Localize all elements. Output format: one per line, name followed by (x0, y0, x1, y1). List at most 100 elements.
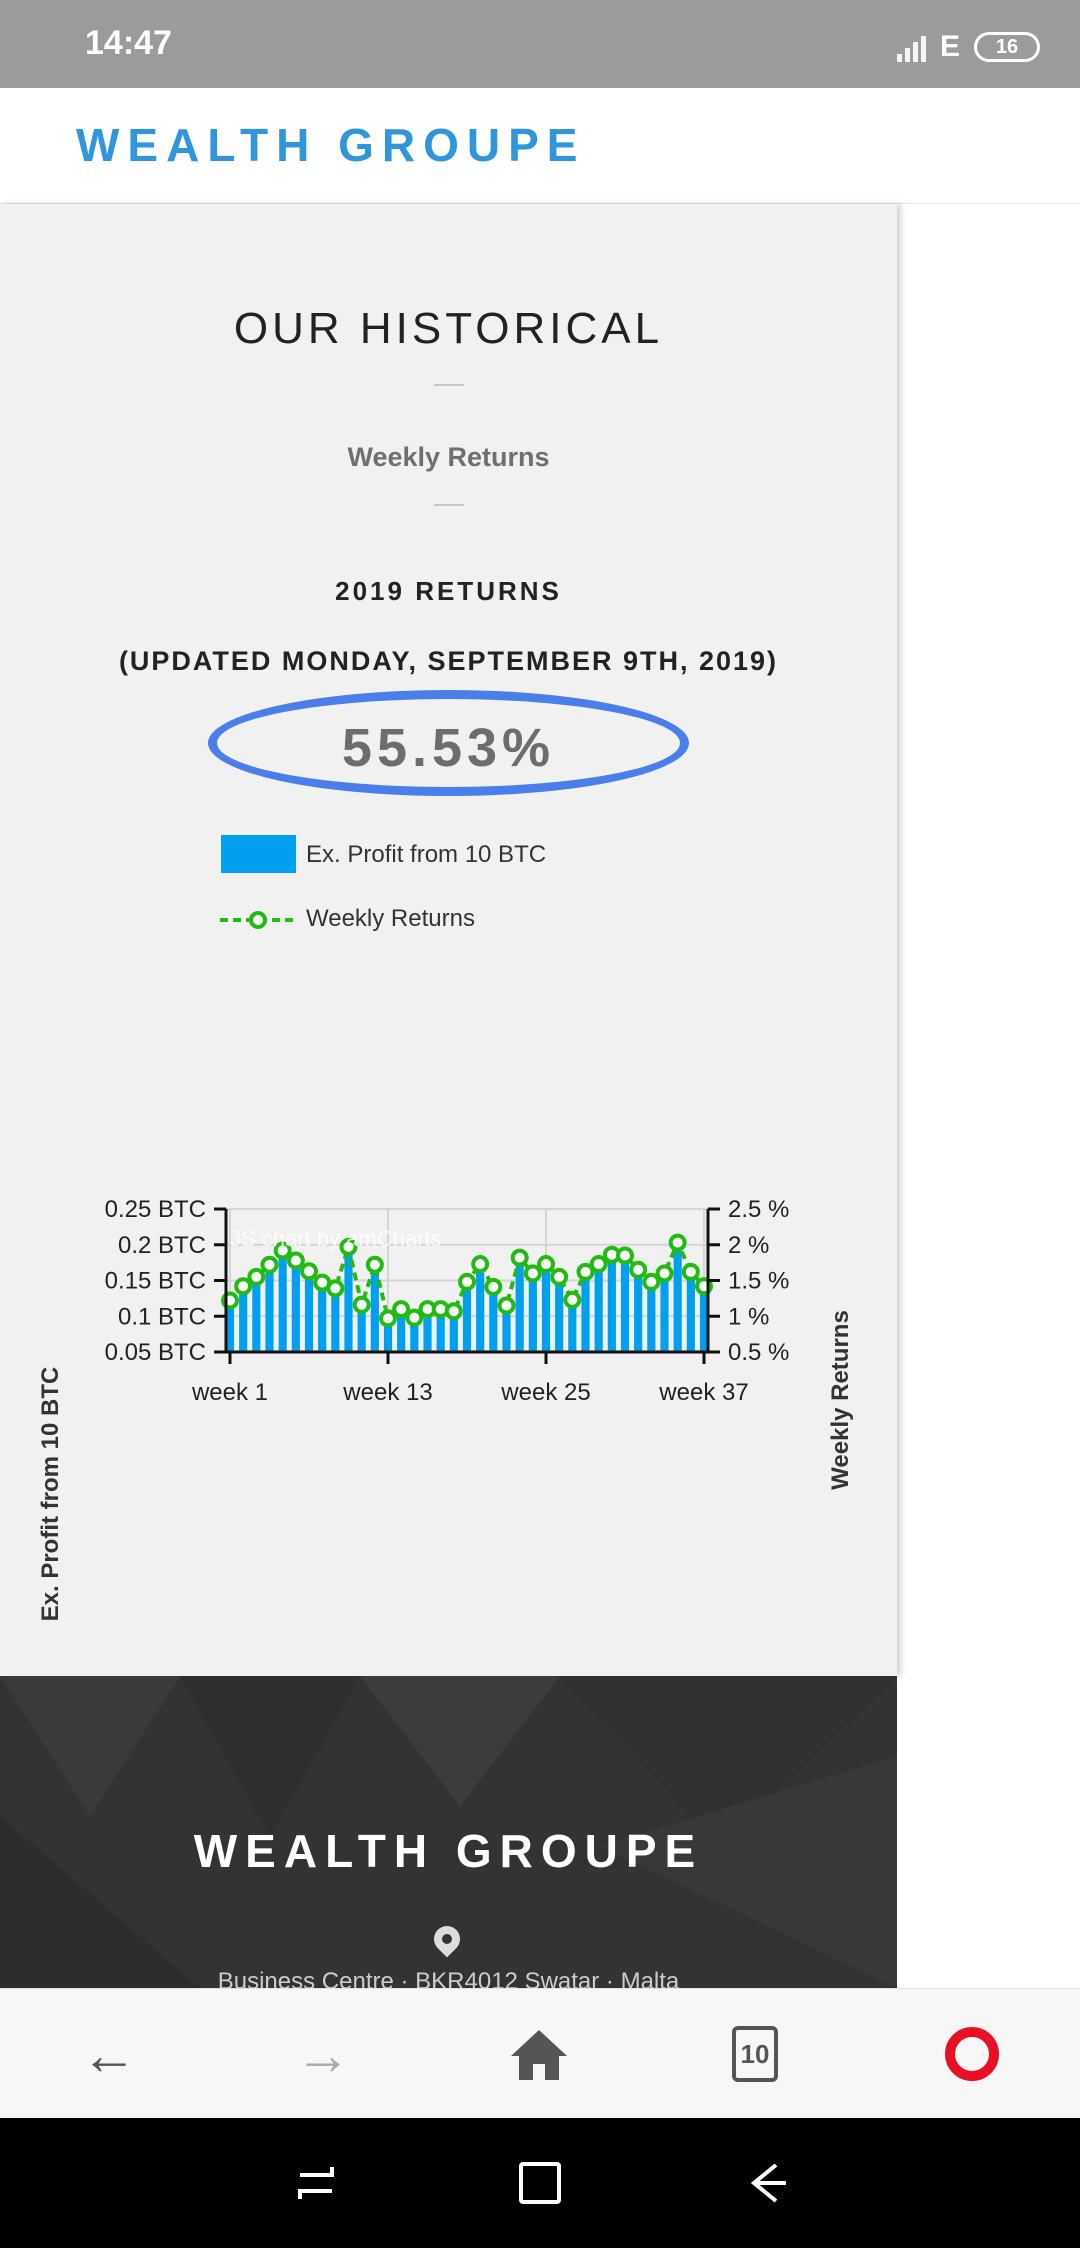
y-left-tick-label: 0.15 BTC (105, 1268, 206, 1295)
profit-bar (568, 1299, 577, 1352)
profit-bar (541, 1264, 551, 1352)
profit-bar (370, 1264, 379, 1352)
profit-bar (489, 1286, 498, 1352)
profit-bar (331, 1288, 340, 1352)
updated-date: (UPDATED MONDAY, SEPTEMBER 9TH, 2019) (118, 646, 779, 676)
returns-point (523, 1264, 542, 1283)
system-nav-bar (0, 2118, 1080, 2248)
y-left-tick-label: 0.25 BTC (105, 1196, 206, 1223)
status-bar: 14:47 E 16 (0, 0, 1080, 88)
status-time: 14:47 (85, 24, 172, 62)
footer-logo[interactable]: WEALTH GROUPE (193, 1825, 704, 1877)
x-tick-label: week 25 (500, 1379, 590, 1406)
profit-bar (225, 1300, 235, 1352)
returns-point (379, 1309, 397, 1328)
returns-point (616, 1246, 634, 1265)
profit-bar (660, 1273, 669, 1352)
arrow-left-icon: ← (81, 2022, 137, 2086)
y-left-tick-label: 0.2 BTC (118, 1232, 206, 1259)
returns-point (471, 1255, 490, 1274)
returns-point (326, 1279, 345, 1298)
page-right-gap (897, 204, 1080, 1988)
recent-apps-button[interactable] (286, 2153, 346, 2213)
home-icon (511, 2030, 567, 2080)
returns-point (247, 1267, 266, 1286)
historical-section: OUR HISTORICAL Weekly Returns 2019 RETUR… (0, 204, 897, 1676)
site-logo[interactable]: WEALTH GROUPE (76, 119, 586, 171)
returns-point (668, 1233, 687, 1252)
back-button[interactable]: ← (64, 2009, 154, 2099)
home-system-button[interactable] (510, 2153, 570, 2213)
profit-bar (581, 1271, 590, 1352)
y-right-tick-label: 2.5 % (728, 1196, 789, 1223)
back-system-button[interactable] (734, 2153, 794, 2213)
forward-button[interactable]: → (278, 2009, 368, 2099)
opera-menu-button[interactable] (927, 2009, 1017, 2099)
profit-bar (278, 1250, 287, 1352)
y-right-tick-label: 1.5 % (728, 1268, 789, 1295)
profit-bar (462, 1281, 472, 1352)
network-type: E (939, 30, 960, 63)
returns-chart[interactable]: 0.25 BTC 0.2 BTC 0.15 BTC 0.1 BTC 0.05 BTC 2.… (0, 964, 897, 1664)
profit-bar (344, 1246, 353, 1352)
footer-pattern (0, 1676, 897, 1988)
square-icon (519, 2162, 561, 2204)
profit-bar (304, 1271, 314, 1352)
profit-bar (476, 1264, 485, 1352)
site-header: WEALTH GROUPE (0, 88, 1080, 204)
returns-point (458, 1272, 476, 1291)
returns-point (352, 1295, 371, 1314)
profit-bar (239, 1286, 248, 1352)
returns-point (510, 1248, 529, 1267)
returns-point (392, 1300, 411, 1319)
profit-bar (647, 1281, 656, 1352)
y-left-tick-label: 0.05 BTC (105, 1339, 206, 1366)
returns-point (339, 1237, 358, 1256)
legend-label-returns[interactable]: Weekly Returns (306, 905, 475, 932)
profit-bar (528, 1273, 537, 1352)
profit-bar (291, 1260, 300, 1352)
profit-bar (410, 1317, 419, 1352)
browser-toolbar: ← → 10 (0, 1988, 1080, 2118)
site-footer: WEALTH GROUPE Business Centre · BKR4012 … (0, 1676, 897, 1988)
divider (434, 384, 464, 386)
x-tick-label: week 13 (342, 1379, 432, 1406)
home-button[interactable] (494, 2009, 584, 2099)
signal-icon (896, 32, 926, 62)
profit-bar (634, 1269, 643, 1352)
returns-point (497, 1296, 516, 1315)
y-axis-left-label: Ex. Profit from 10 BTC (37, 1367, 64, 1622)
tabs-count-icon: 10 (732, 2026, 778, 2082)
returns-point (286, 1251, 305, 1270)
legend-swatch-returns[interactable] (218, 906, 298, 934)
returns-point (405, 1308, 424, 1327)
profit-bar (673, 1242, 682, 1352)
recents-icon (298, 2167, 334, 2199)
legend-swatch-profit[interactable] (221, 835, 296, 873)
profit-bar (515, 1257, 524, 1352)
y-right-tick-label: 1 % (728, 1303, 769, 1330)
profit-bar (594, 1264, 603, 1352)
profit-bar (436, 1309, 445, 1352)
profit-bar (555, 1276, 564, 1352)
x-tick-label: week 37 (658, 1379, 748, 1406)
section-subtitle: Weekly Returns (347, 442, 550, 472)
section-title: OUR HISTORICAL (233, 304, 664, 353)
returns-point (655, 1264, 674, 1283)
chart-axes: 0.25 BTC 0.2 BTC 0.15 BTC 0.1 BTC 0.05 BTC 2.… (105, 1196, 790, 1406)
tabs-button[interactable]: 10 (710, 2009, 800, 2099)
profit-bar (357, 1304, 366, 1352)
returns-point (563, 1290, 582, 1309)
returns-point (234, 1277, 253, 1296)
arrow-right-icon: → (295, 2022, 351, 2086)
total-return-value: 55.53% (341, 718, 556, 778)
profit-bar (397, 1309, 406, 1352)
y-left-tick-label: 0.1 BTC (118, 1303, 206, 1330)
total-return-highlight: 55.53% (208, 690, 689, 796)
battery-icon: 16 (974, 32, 1040, 62)
profit-bars (225, 1242, 709, 1352)
back-arrow-icon (750, 2163, 786, 2203)
returns-point (484, 1277, 503, 1296)
legend-label-profit[interactable]: Ex. Profit from 10 BTC (306, 841, 547, 868)
returns-point (537, 1255, 555, 1274)
